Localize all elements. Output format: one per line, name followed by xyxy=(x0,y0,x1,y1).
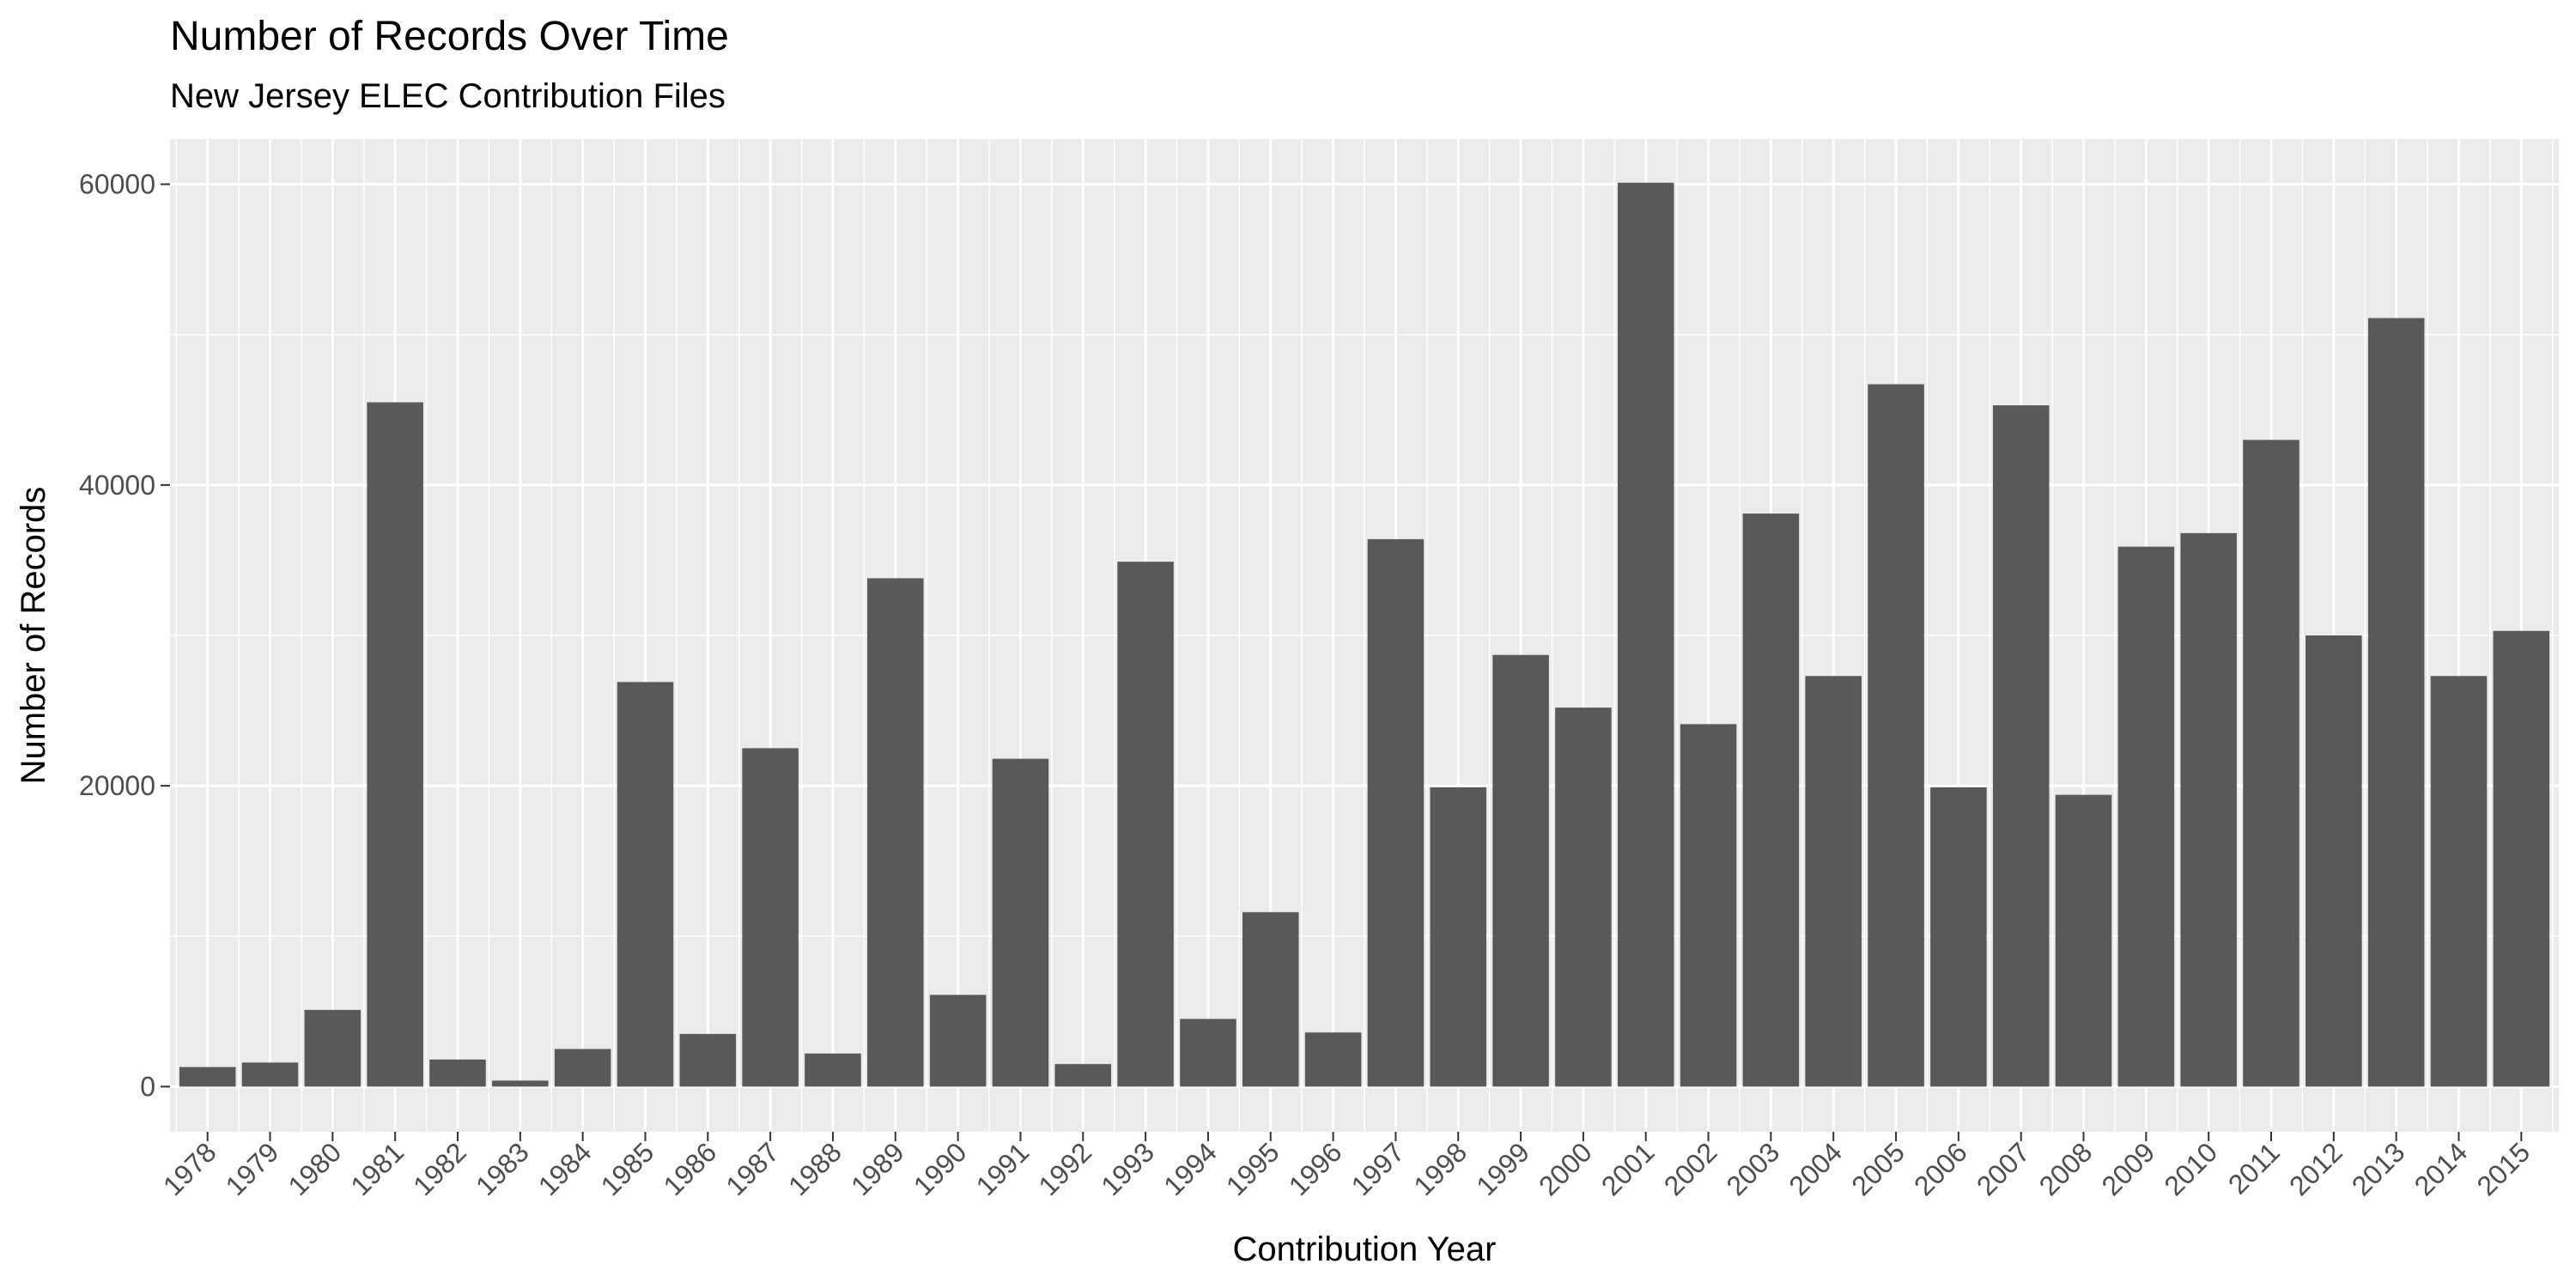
y-tick-label: 0 xyxy=(140,1071,155,1102)
bar-1984 xyxy=(554,1048,611,1087)
x-tick-label: 1983 xyxy=(470,1136,535,1201)
bar-2011 xyxy=(2243,440,2300,1087)
x-tick-label: 1988 xyxy=(782,1136,848,1201)
x-tick-label: 1999 xyxy=(1470,1136,1535,1201)
x-tick-label: 2012 xyxy=(2283,1136,2348,1201)
bar-2014 xyxy=(2430,676,2488,1087)
bar-1990 xyxy=(929,994,987,1087)
x-tick-label: 1981 xyxy=(344,1136,410,1201)
x-tick-label: 2003 xyxy=(1721,1136,1786,1201)
bar-2005 xyxy=(1868,384,1924,1087)
bar-1987 xyxy=(742,748,799,1087)
x-tick-label: 1992 xyxy=(1032,1136,1097,1201)
x-tick-label: 2004 xyxy=(1783,1136,1848,1201)
chart-title: Number of Records Over Time xyxy=(170,14,729,59)
x-tick-label: 1995 xyxy=(1220,1136,1285,1201)
y-axis-title: Number of Records xyxy=(15,487,52,785)
bar-1978 xyxy=(179,1066,236,1087)
x-axis-title: Contribution Year xyxy=(1233,1230,1497,1268)
bar-1991 xyxy=(992,758,1049,1087)
bar-2015 xyxy=(2493,630,2550,1087)
bar-2007 xyxy=(1992,405,2050,1087)
bar-2001 xyxy=(1617,182,1674,1087)
x-tick-label: 2015 xyxy=(2470,1136,2536,1201)
bar-2012 xyxy=(2306,635,2362,1087)
x-tick-label: 2010 xyxy=(2158,1136,2223,1201)
x-tick-label: 1982 xyxy=(407,1136,472,1201)
x-tick-label: 2000 xyxy=(1533,1136,1598,1201)
y-tick-label: 20000 xyxy=(79,770,155,801)
y-tick-label: 60000 xyxy=(79,169,155,200)
x-tick-label: 2007 xyxy=(1971,1136,2036,1201)
bar-2013 xyxy=(2367,318,2425,1087)
bars xyxy=(179,182,2550,1087)
y-axis-ticks: 0 20000 40000 60000 xyxy=(79,169,170,1102)
bar-1985 xyxy=(617,682,674,1087)
x-tick-label: 2001 xyxy=(1595,1136,1661,1201)
bar-1989 xyxy=(867,578,924,1087)
x-tick-label: 2009 xyxy=(2095,1136,2160,1201)
bar-2008 xyxy=(2055,794,2112,1087)
bar-1992 xyxy=(1054,1064,1112,1087)
x-tick-label: 1980 xyxy=(283,1136,348,1201)
bar-2004 xyxy=(1805,676,1862,1087)
x-tick-label: 1987 xyxy=(720,1136,785,1201)
x-tick-label: 1985 xyxy=(595,1136,660,1201)
bar-1993 xyxy=(1117,562,1174,1087)
x-tick-label: 2006 xyxy=(1908,1136,1973,1201)
x-axis-ticks: 1978197919801981198219831984198519861987… xyxy=(157,1132,2536,1201)
bar-2002 xyxy=(1680,724,1737,1087)
bar-1996 xyxy=(1304,1032,1362,1087)
bar-1997 xyxy=(1367,538,1425,1087)
x-tick-label: 2014 xyxy=(2409,1136,2474,1201)
bar-2006 xyxy=(1930,787,1987,1087)
bar-1981 xyxy=(367,402,423,1087)
x-tick-label: 1984 xyxy=(532,1136,598,1201)
chart-subtitle: New Jersey ELEC Contribution Files xyxy=(170,77,726,115)
x-tick-label: 2013 xyxy=(2346,1136,2411,1201)
bar-1994 xyxy=(1180,1018,1236,1087)
bar-1983 xyxy=(492,1080,549,1087)
bar-2003 xyxy=(1742,513,1800,1087)
x-tick-label: 1989 xyxy=(845,1136,910,1201)
bar-1988 xyxy=(805,1053,861,1087)
x-tick-label: 2008 xyxy=(2033,1136,2099,1201)
bar-1999 xyxy=(1492,654,1549,1087)
x-tick-label: 1996 xyxy=(1283,1136,1348,1201)
x-tick-label: 1993 xyxy=(1095,1136,1160,1201)
bar-1986 xyxy=(679,1034,737,1087)
bar-1982 xyxy=(429,1059,486,1087)
bar-2010 xyxy=(2180,532,2237,1087)
x-tick-label: 1986 xyxy=(657,1136,722,1201)
x-tick-label: 1994 xyxy=(1157,1136,1223,1201)
x-tick-label: 2002 xyxy=(1658,1136,1723,1201)
x-tick-label: 1997 xyxy=(1346,1136,1411,1201)
x-tick-label: 1979 xyxy=(220,1136,285,1201)
x-tick-label: 1978 xyxy=(157,1136,222,1201)
y-tick-label: 40000 xyxy=(79,470,155,501)
bar-1995 xyxy=(1242,912,1299,1087)
grid-minor xyxy=(170,139,2559,1132)
bar-1980 xyxy=(304,1010,361,1087)
x-tick-label: 1998 xyxy=(1407,1136,1473,1201)
x-tick-label: 1991 xyxy=(970,1136,1036,1201)
x-tick-label: 1990 xyxy=(908,1136,973,1201)
x-tick-label: 2005 xyxy=(1845,1136,1911,1201)
x-tick-label: 2011 xyxy=(2222,1136,2286,1200)
bar-2000 xyxy=(1555,708,1612,1087)
bar-1998 xyxy=(1430,787,1487,1087)
bar-1979 xyxy=(241,1062,299,1087)
bar-2009 xyxy=(2117,546,2175,1087)
